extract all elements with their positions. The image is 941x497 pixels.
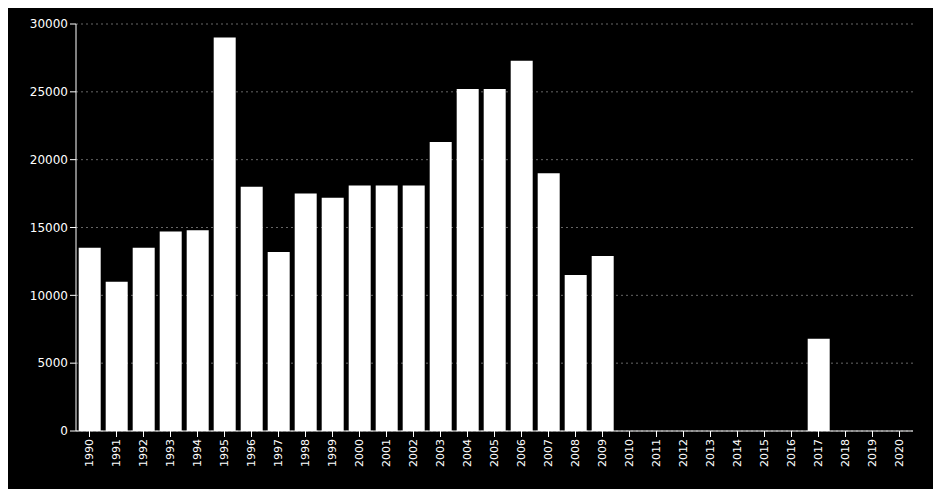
svg-text:15000: 15000 [30, 221, 68, 235]
svg-text:2005: 2005 [488, 439, 501, 467]
svg-text:2003: 2003 [434, 439, 447, 467]
svg-text:1994: 1994 [191, 439, 204, 467]
svg-text:2017: 2017 [812, 439, 825, 467]
svg-text:20000: 20000 [30, 153, 68, 167]
svg-text:2014: 2014 [731, 439, 744, 467]
svg-text:2009: 2009 [596, 439, 609, 467]
svg-text:2019: 2019 [866, 439, 879, 467]
svg-text:10000: 10000 [30, 289, 68, 303]
svg-text:1991: 1991 [110, 439, 123, 467]
svg-text:2015: 2015 [758, 439, 771, 467]
svg-text:2010: 2010 [623, 439, 636, 467]
svg-text:2016: 2016 [785, 439, 798, 467]
svg-text:1995: 1995 [218, 439, 231, 467]
svg-text:1996: 1996 [245, 439, 258, 467]
svg-text:2020: 2020 [893, 439, 906, 467]
svg-text:2002: 2002 [407, 439, 420, 467]
svg-text:2006: 2006 [515, 439, 528, 467]
svg-text:1990: 1990 [83, 439, 96, 467]
svg-text:1992: 1992 [137, 439, 150, 467]
svg-text:1997: 1997 [272, 439, 285, 467]
svg-text:5000: 5000 [37, 356, 68, 370]
svg-text:2008: 2008 [569, 439, 582, 467]
svg-text:2004: 2004 [461, 439, 474, 467]
svg-text:2000: 2000 [353, 439, 366, 467]
svg-text:0: 0 [60, 424, 68, 438]
svg-text:2007: 2007 [542, 439, 555, 467]
svg-text:2001: 2001 [380, 439, 393, 467]
svg-text:2018: 2018 [839, 439, 852, 467]
svg-text:2011: 2011 [650, 439, 663, 467]
svg-text:1999: 1999 [326, 439, 339, 467]
svg-text:2012: 2012 [677, 439, 690, 467]
svg-text:30000: 30000 [30, 17, 68, 31]
svg-text:1993: 1993 [164, 439, 177, 467]
svg-text:25000: 25000 [30, 85, 68, 99]
svg-text:2013: 2013 [704, 439, 717, 467]
svg-text:1998: 1998 [299, 439, 312, 467]
